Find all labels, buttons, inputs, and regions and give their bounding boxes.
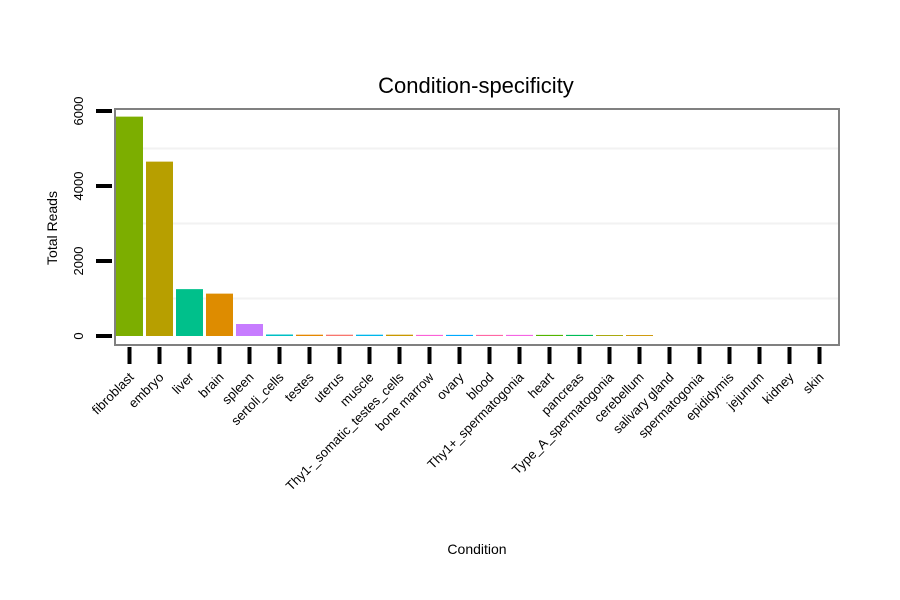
bar-cerebellum: [626, 335, 653, 336]
bar-bone-marrow: [416, 334, 443, 336]
bar-spleen: [236, 324, 263, 336]
bar-liver: [176, 289, 203, 336]
bar-ovary: [446, 334, 473, 336]
bar-brain: [206, 293, 233, 336]
plot-border: [114, 108, 840, 346]
x-axis-label: Condition: [447, 541, 506, 557]
chart-title: Condition-specificity: [378, 73, 574, 98]
bar-testes: [296, 334, 323, 336]
bar-blood: [476, 334, 503, 336]
x-tick-label: liver: [169, 369, 197, 397]
y-axis-label: Total Reads: [44, 191, 60, 265]
x-tick-label: ovary: [434, 369, 467, 402]
bar-uterus: [326, 334, 353, 336]
x-tick-label: fibroblast: [89, 369, 137, 417]
bar-pancreas: [566, 334, 593, 336]
bar-embryo: [146, 161, 173, 336]
x-tick-label: testes: [281, 369, 316, 404]
y-tick-label: 2000: [71, 247, 86, 276]
bar-fibroblast: [116, 116, 143, 336]
x-tick-label: skin: [800, 370, 827, 397]
bar-type-a-spermatogonia: [596, 335, 623, 336]
bar-thy1-somatic-testes-cells: [386, 334, 413, 336]
y-tick-label: 6000: [71, 97, 86, 126]
bar-heart: [536, 334, 563, 336]
y-tick-label: 4000: [71, 172, 86, 201]
bar-thy1-spermatogonia: [506, 334, 533, 336]
bar-sertoli-cells: [266, 334, 293, 336]
bar-muscle: [356, 334, 383, 336]
x-tick-label: kidney: [759, 369, 797, 407]
y-tick-label: 0: [71, 332, 86, 339]
